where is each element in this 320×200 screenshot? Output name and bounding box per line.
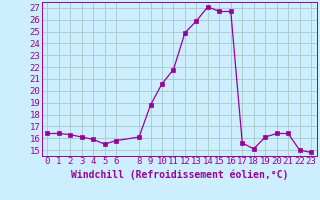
X-axis label: Windchill (Refroidissement éolien,°C): Windchill (Refroidissement éolien,°C)	[70, 169, 288, 180]
